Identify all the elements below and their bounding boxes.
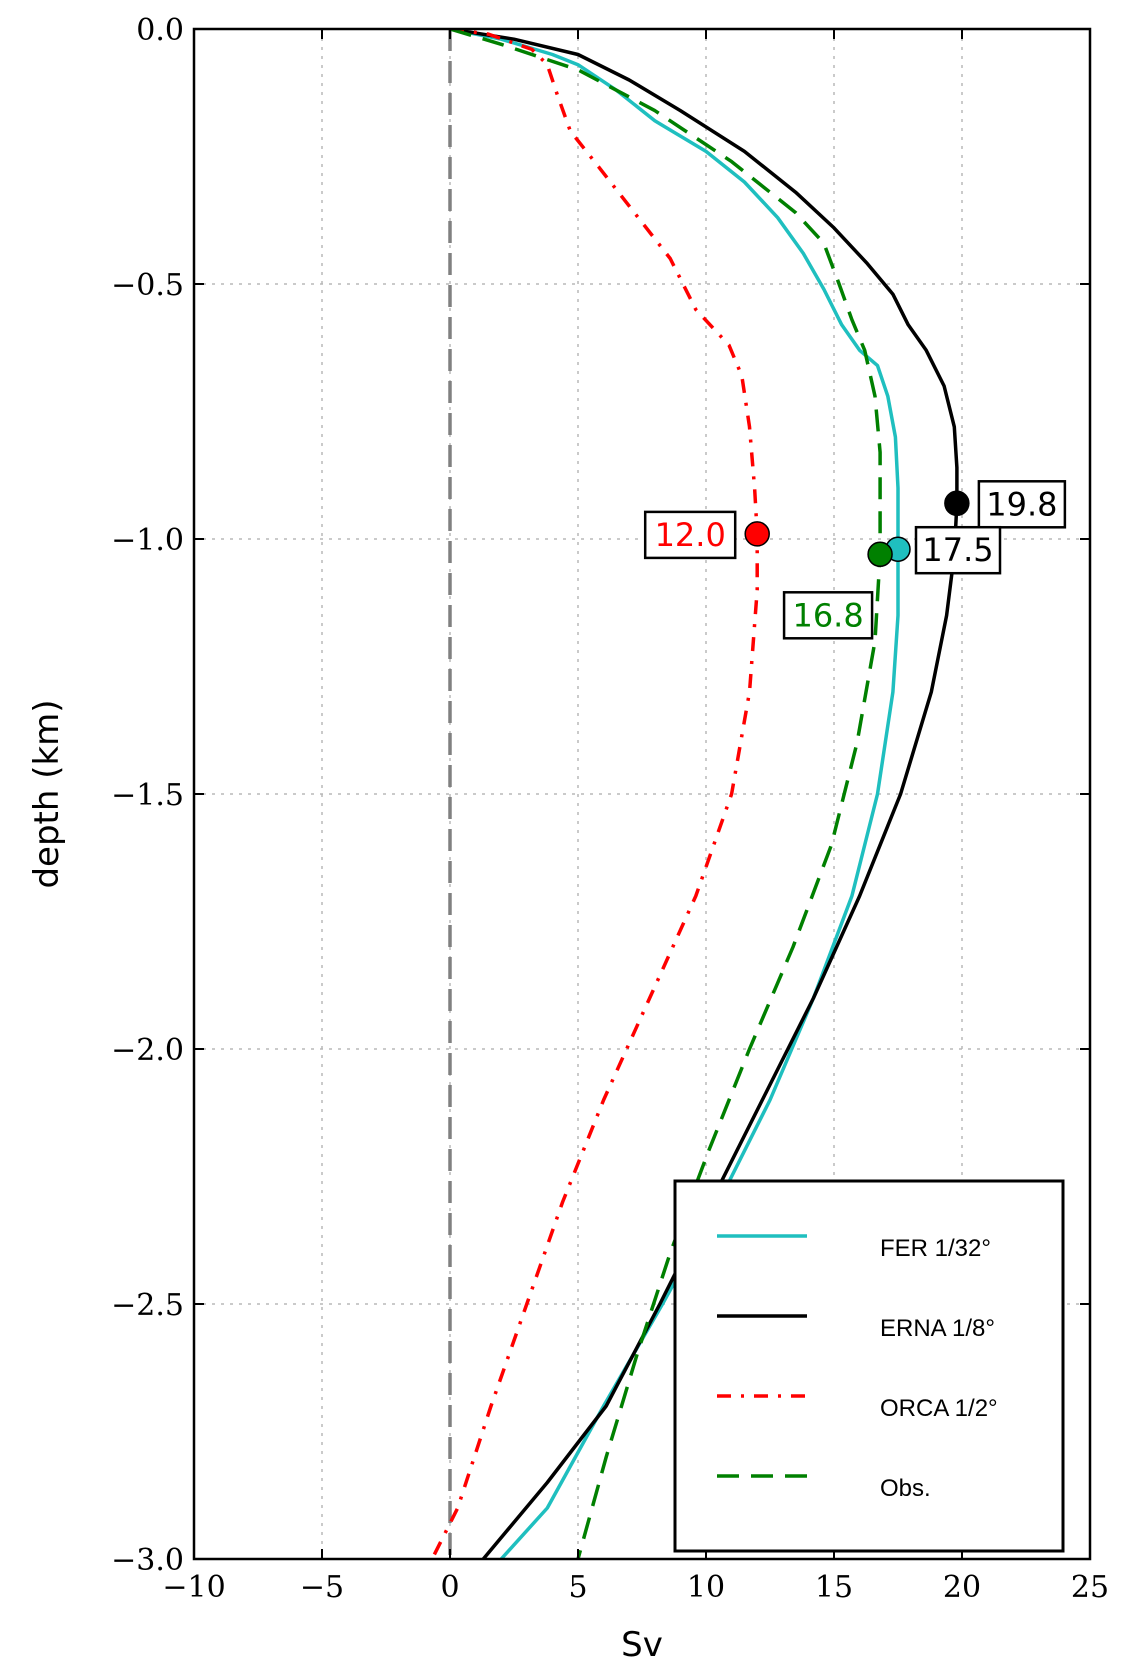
- y-tick-label-4: −2.0: [111, 1033, 184, 1068]
- x-tick-label-5: 15: [815, 1570, 853, 1605]
- annotation-marker-0: [944, 490, 970, 517]
- y-tick-label-1: −0.5: [111, 268, 184, 303]
- series-line-1: [449, 29, 959, 1559]
- y-tick-label-0: 0.0: [136, 13, 184, 48]
- x-tick-label-0: −10: [162, 1570, 225, 1605]
- annotation-label-0: 19.8: [986, 485, 1057, 523]
- y-axis-label: depth (km): [27, 699, 67, 888]
- x-tick-label-1: −5: [300, 1570, 344, 1605]
- annotation-label-3: 16.8: [792, 596, 863, 634]
- legend-label-3: Obs.: [880, 1475, 931, 1502]
- y-tick-label-2: −1.0: [111, 523, 184, 558]
- x-tick-label-4: 10: [687, 1570, 725, 1605]
- annotations: 19.8 12.0 17.5 16.8: [643, 480, 1067, 640]
- annotation-label-2: 17.5: [922, 531, 993, 569]
- grid: [194, 29, 1090, 1559]
- series-layer: [430, 29, 959, 1559]
- series-line-3: [449, 29, 882, 1559]
- annotation-marker-1: [744, 521, 770, 547]
- series-line-2: [430, 29, 759, 1559]
- x-tick-label-2: 0: [440, 1570, 459, 1605]
- annotation-box-1: [643, 510, 737, 560]
- annotation-box-3: [782, 591, 874, 640]
- annotation-box-2: [914, 525, 1002, 575]
- annotation-marker-3: [867, 541, 893, 568]
- x-axis-label: Sv: [621, 1625, 663, 1665]
- series-line-0: [449, 29, 900, 1559]
- y-tick-label-5: −2.5: [111, 1288, 184, 1323]
- legend: FER 1/32° ERNA 1/8° ORCA 1/2° Obs.: [673, 1179, 1065, 1553]
- x-tick-label-7: 25: [1071, 1570, 1109, 1605]
- annotation-box-0: [977, 480, 1067, 529]
- legend-label-1: ERNA 1/8°: [880, 1315, 995, 1342]
- legend-label-2: ORCA 1/2°: [880, 1395, 998, 1422]
- legend-label-0: FER 1/32°: [880, 1235, 991, 1262]
- x-tick-label-3: 5: [568, 1570, 587, 1605]
- x-tick-label-6: 20: [943, 1570, 981, 1605]
- y-tick-label-6: −3.0: [111, 1543, 184, 1578]
- ticks: −10 −5 0 5 10 15 20 25 0.0 −0.5 −1.0 −1.5 −2.0 −2.5 −3…: [111, 13, 1109, 1605]
- y-tick-label-3: −1.5: [111, 778, 184, 813]
- legend-box: [673, 1179, 1065, 1553]
- markers: [744, 490, 970, 568]
- annotation-label-1: 12.0: [655, 516, 726, 554]
